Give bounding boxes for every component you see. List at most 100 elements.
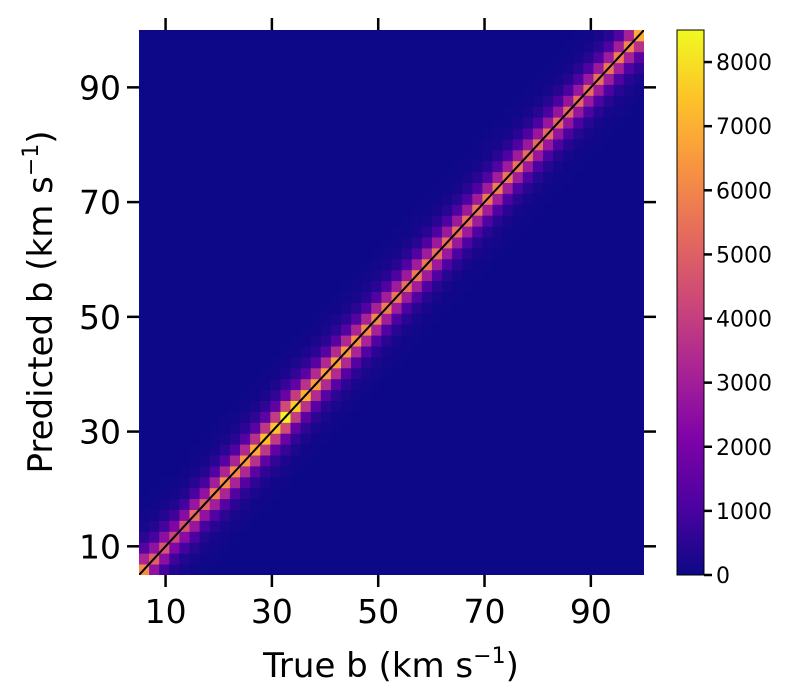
heatmap-cell — [462, 269, 473, 282]
heatmap-cell — [401, 215, 413, 227]
heatmap-cell — [593, 30, 604, 42]
heatmap-cell — [452, 182, 463, 194]
heatmap-cell — [431, 302, 443, 314]
heatmap-cell — [573, 160, 584, 173]
heatmap-cell — [371, 269, 382, 282]
heatmap-cell — [442, 258, 453, 271]
heatmap-cell — [320, 324, 332, 336]
heatmap-cell — [502, 237, 514, 249]
heatmap-cell — [240, 411, 251, 423]
heatmap-cell — [250, 400, 261, 412]
heatmap-cell — [442, 204, 453, 216]
heatmap-cell — [452, 171, 463, 183]
heatmap-cell — [482, 215, 493, 227]
plot-area — [139, 30, 644, 575]
heatmap-cell — [280, 389, 291, 401]
heatmap-cell — [290, 367, 301, 380]
heatmap-cell — [472, 149, 483, 162]
heatmap-cell — [421, 280, 433, 292]
heatmap-cell — [229, 520, 241, 532]
heatmap-cell — [613, 40, 625, 53]
heatmap-cell — [583, 73, 594, 85]
heatmap-cell — [411, 302, 423, 314]
heatmap-cell — [270, 444, 281, 456]
heatmap-cell — [169, 564, 180, 575]
heatmap-cell — [532, 171, 544, 183]
heatmap-cell — [553, 51, 564, 64]
heatmap-cell — [442, 171, 453, 183]
heatmap-cell — [391, 346, 402, 358]
heatmap-cell — [260, 378, 271, 391]
heatmap-cell — [603, 128, 615, 140]
heatmap-cell — [502, 215, 514, 227]
heatmap-cell — [229, 498, 241, 510]
heatmap-cell — [553, 106, 564, 118]
heatmap-cell — [593, 128, 604, 140]
identity-line — [139, 30, 644, 575]
heatmap-cell — [633, 40, 644, 53]
heatmap-cell — [361, 378, 372, 391]
heatmap-cell — [492, 204, 503, 216]
heatmap-cell — [199, 455, 211, 467]
heatmap-cell — [472, 269, 483, 282]
heatmap-cell — [371, 367, 382, 380]
heatmap-cell — [462, 171, 473, 183]
heatmap-cell — [512, 226, 524, 238]
y-tick-label: 30 — [79, 413, 121, 452]
heatmap-cell — [139, 531, 150, 543]
colorbar-tick-label: 4000 — [716, 308, 772, 333]
heatmap-cell — [462, 248, 473, 260]
heatmap-cell — [573, 106, 584, 118]
heatmap-cell — [482, 226, 493, 238]
heatmap-cell — [391, 258, 402, 271]
heatmap-cell — [270, 357, 281, 369]
heatmap-cell — [482, 171, 493, 183]
heatmap-cell — [543, 171, 554, 183]
heatmap-cell — [330, 335, 342, 347]
heatmap-cell — [341, 367, 352, 380]
heatmap-cell — [209, 476, 221, 489]
heatmap-cell — [563, 84, 574, 96]
heatmap-cell — [442, 215, 453, 227]
heatmap-cell — [209, 553, 221, 565]
heatmap-cell — [563, 117, 574, 129]
heatmap-cell — [159, 520, 170, 532]
heatmap-cell — [189, 531, 200, 543]
heatmap-cell — [189, 542, 200, 554]
heatmap-cell — [371, 335, 382, 347]
heatmap-cell — [421, 215, 433, 227]
heatmap-cell — [381, 258, 392, 271]
heatmap-cell — [240, 389, 251, 401]
heatmap-cell — [442, 248, 453, 260]
heatmap-cell — [583, 149, 594, 162]
heatmap-cell — [330, 346, 342, 358]
heatmap-cell — [472, 226, 483, 238]
heatmap-cell — [553, 182, 564, 194]
heatmap-cell — [280, 476, 291, 489]
heatmap-cell — [199, 509, 211, 521]
heatmap-cell — [371, 258, 382, 271]
heatmap-cell — [351, 302, 362, 314]
heatmap-cell — [482, 237, 493, 249]
heatmap-cell — [270, 476, 281, 489]
heatmap-cell — [573, 30, 584, 42]
heatmap-cell — [250, 433, 261, 445]
heatmap-cell — [603, 84, 615, 96]
heatmap-cell — [310, 313, 322, 325]
heatmap-cell — [270, 455, 281, 467]
heatmap-cell — [139, 498, 150, 510]
heatmap-cell — [290, 444, 301, 456]
heatmap-cell — [452, 269, 463, 282]
heatmap-cell — [492, 149, 503, 162]
x-tick-label: 10 — [145, 592, 187, 631]
heatmap-cell — [593, 62, 604, 74]
heatmap-cell — [149, 542, 160, 554]
heatmap-cell — [553, 62, 564, 74]
heatmap-cell — [320, 389, 332, 401]
heatmap-cell — [472, 171, 483, 183]
heatmap-cell — [583, 95, 594, 107]
heatmap-cell — [300, 357, 312, 369]
heatmap-cell — [522, 160, 534, 173]
heatmap-cell — [149, 498, 160, 510]
heatmap-cell — [603, 40, 615, 53]
